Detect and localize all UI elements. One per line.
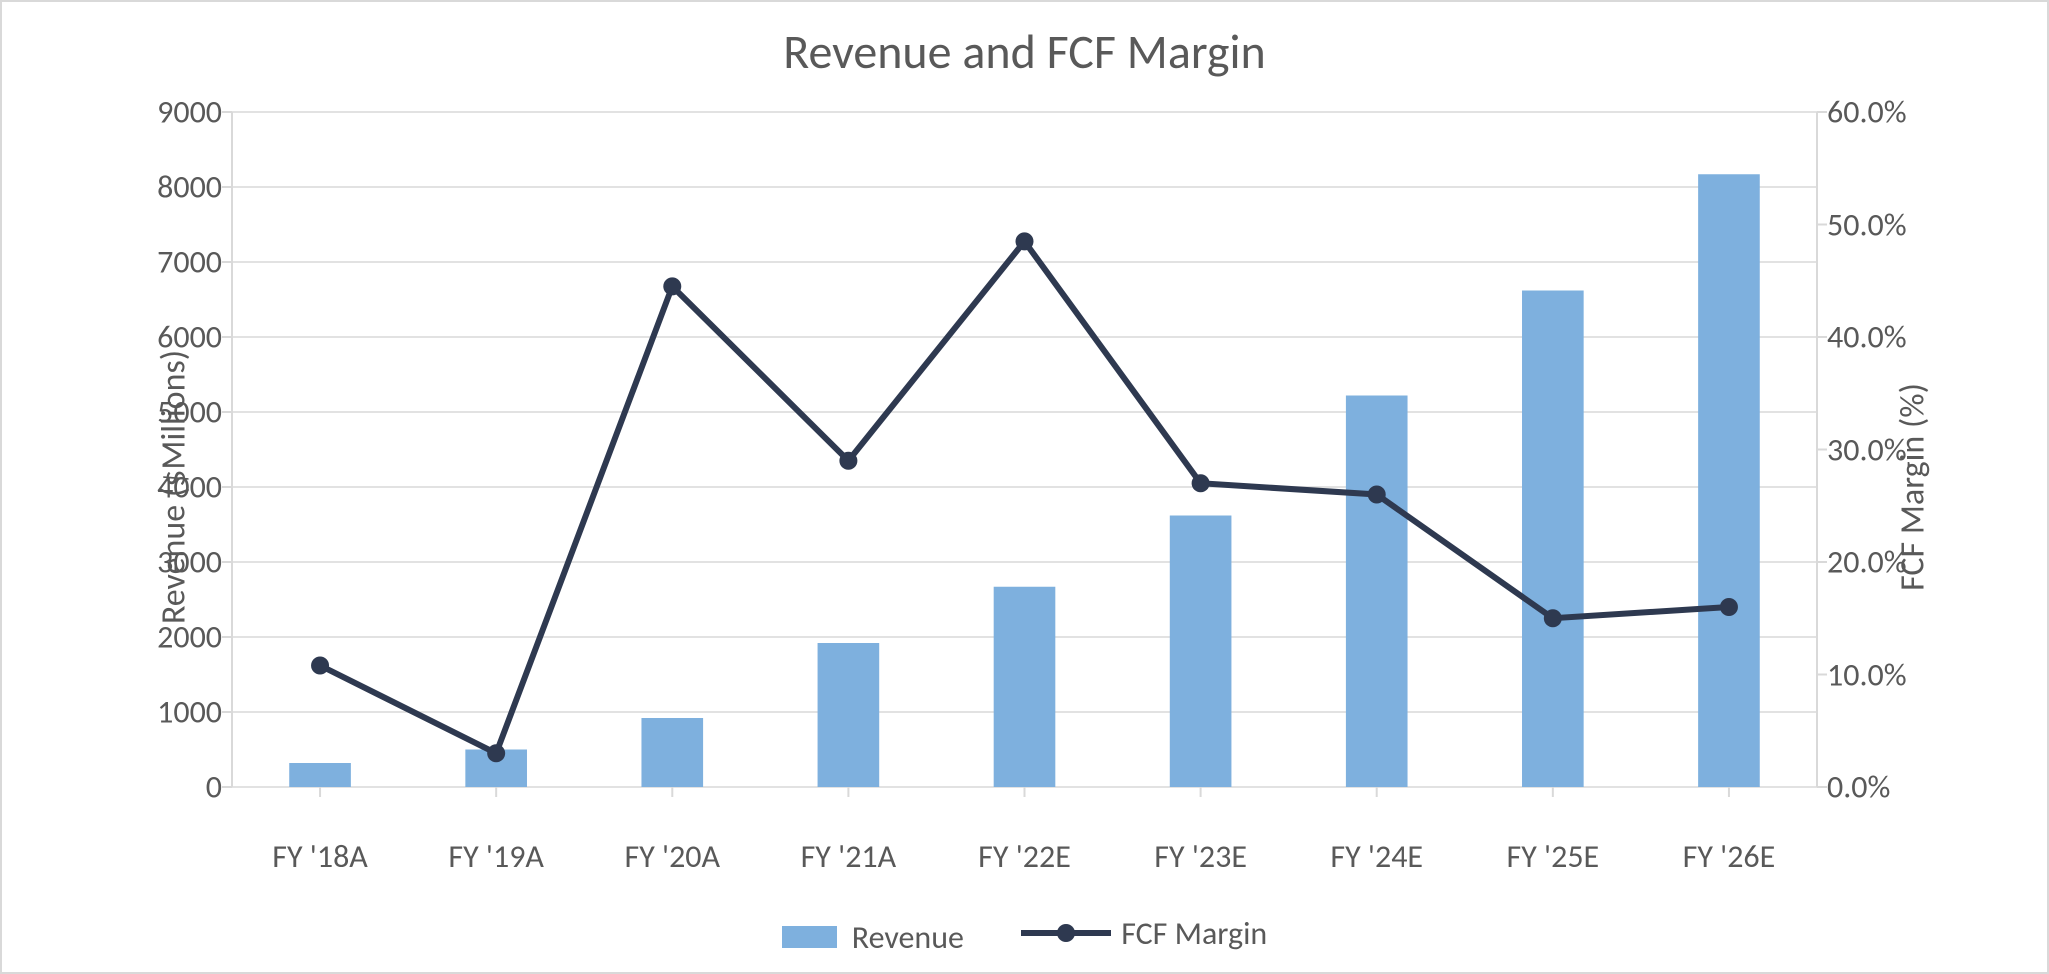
line-marker: [839, 452, 857, 470]
line-marker: [663, 277, 681, 295]
line-marker: [1192, 474, 1210, 492]
bar: [818, 643, 880, 787]
line-marker: [1544, 609, 1562, 627]
line-marker: [311, 657, 329, 675]
legend-line-marker: [1021, 918, 1111, 948]
legend-item-revenue: Revenue: [782, 918, 964, 957]
y-axis-ticks-left: 0100020003000400050006000700080009000: [122, 112, 222, 832]
bar: [641, 718, 703, 787]
line-marker: [1368, 486, 1386, 504]
legend-swatch-bar: [782, 926, 837, 948]
bar: [289, 763, 351, 787]
bar: [1698, 174, 1760, 787]
bar: [1170, 516, 1232, 788]
chart-svg: [232, 112, 1817, 832]
line-marker: [487, 744, 505, 762]
bar: [994, 587, 1056, 787]
line-marker: [1016, 232, 1034, 250]
chart-frame: Revenue and FCF Margin Revenue ($Million…: [0, 0, 2049, 974]
y-axis-ticks-right: 0.0%10.0%20.0%30.0%40.0%50.0%60.0%: [1827, 112, 1937, 832]
legend-label: Revenue: [852, 918, 964, 957]
chart-title: Revenue and FCF Margin: [2, 22, 2047, 81]
bar: [1522, 291, 1584, 788]
legend: Revenue FCF Margin: [2, 914, 2047, 958]
bar: [1346, 396, 1408, 788]
line-marker: [1720, 598, 1738, 616]
plot-area: [232, 112, 1817, 832]
legend-item-fcf-margin: FCF Margin: [1021, 914, 1267, 953]
legend-label: FCF Margin: [1121, 914, 1267, 953]
x-axis-labels: FY '18AFY '19AFY '20AFY '21AFY '22EFY '2…: [232, 837, 1817, 877]
